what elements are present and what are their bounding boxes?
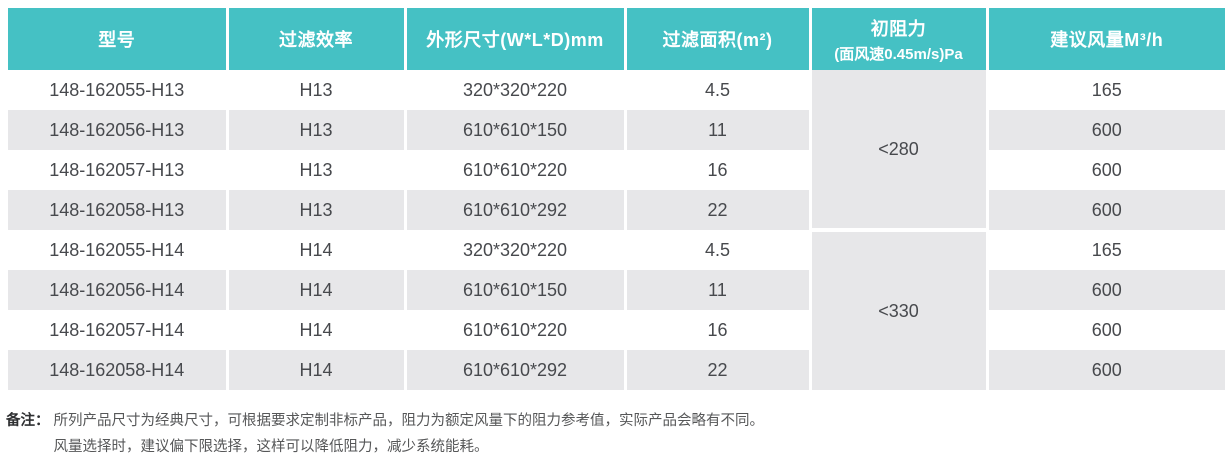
cell-dimensions: 610*610*292: [403, 190, 625, 230]
table-row: 148-162055-H14 H14 320*320*220 4.5 <330 …: [8, 228, 1225, 390]
table-row: 148-162057-H13 H13 610*610*220 16 600: [8, 150, 1225, 190]
cell-area: 22: [623, 350, 810, 390]
cell-area: 4.5: [623, 230, 810, 270]
cell-dimensions: 610*610*150: [403, 110, 625, 150]
table-row: 148-162056-H13 H13 610*610*150 11 600: [8, 110, 1225, 150]
table-row: 148-162056-H14 H14 610*610*150 11 600: [8, 270, 1225, 310]
filter-spec-table: 型号 过滤效率 外形尺寸(W*L*D)mm 过滤面积(m²) 初阻力 (面风速0…: [8, 8, 1225, 390]
cell-airflow: 600: [985, 150, 1225, 190]
cell-dimensions: 610*610*220: [403, 310, 625, 350]
cell-airflow: 165: [985, 70, 1225, 110]
note-line-2: 风量选择时，建议偏下限选择，这样可以降低阻力，减少系统能耗。: [53, 439, 489, 455]
table-row: 148-162057-H14 H14 610*610*220 16 600: [8, 310, 1225, 350]
cell-model: 148-162058-H13: [8, 190, 227, 230]
cell-model: 148-162056-H14: [8, 270, 227, 310]
cell-airflow: 600: [985, 190, 1225, 230]
cell-dimensions: 610*610*292: [403, 350, 625, 390]
col-header-airflow: 建议风量M³/h: [985, 8, 1225, 70]
table-row: 148-162058-H13 H13 610*610*292 22 600: [8, 190, 1225, 230]
cell-dimensions: 320*320*220: [403, 70, 625, 110]
cell-model: 148-162057-H14: [8, 310, 227, 350]
cell-airflow: 600: [985, 310, 1225, 350]
cell-dimensions: 320*320*220: [403, 230, 625, 270]
col-header-efficiency: 过滤效率: [225, 8, 405, 70]
cell-efficiency: H13: [225, 190, 405, 230]
cell-efficiency: H14: [225, 350, 405, 390]
cell-area: 22: [623, 190, 810, 230]
cell-airflow: 600: [985, 270, 1225, 310]
cell-dimensions: 610*610*220: [403, 150, 625, 190]
table-row: 148-162055-H13 H13 320*320*220 4.5 <280 …: [8, 70, 1225, 230]
header-row: 型号 过滤效率 外形尺寸(W*L*D)mm 过滤面积(m²) 初阻力 (面风速0…: [8, 8, 1225, 70]
col-header-resistance-main: 初阻力: [870, 18, 927, 39]
col-header-model: 型号: [8, 8, 227, 70]
cell-efficiency: H14: [225, 270, 405, 310]
note-lines: 所列产品尺寸为经典尺寸，可根据要求定制非标产品，阻力为额定风量下的阻力参考值，实…: [54, 408, 765, 460]
cell-area: 4.5: [623, 70, 810, 110]
cell-model: 148-162057-H13: [8, 150, 227, 190]
cell-efficiency: H14: [225, 310, 405, 350]
cell-efficiency: H13: [225, 110, 405, 150]
cell-resistance-group2: <330: [808, 228, 987, 390]
cell-model: 148-162055-H13: [8, 70, 227, 110]
cell-airflow: 600: [985, 110, 1225, 150]
note-label: 备注：: [6, 413, 50, 429]
cell-efficiency: H13: [225, 70, 405, 110]
cell-resistance-group1: <280: [808, 70, 987, 230]
note-line-1: 所列产品尺寸为经典尺寸，可根据要求定制非标产品，阻力为额定风量下的阻力参考值，实…: [53, 413, 765, 429]
col-header-dimensions: 外形尺寸(W*L*D)mm: [403, 8, 625, 70]
cell-model: 148-162056-H13: [8, 110, 227, 150]
cell-area: 11: [623, 110, 810, 150]
col-header-resistance-sub: (面风速0.45m/s)Pa: [834, 45, 963, 63]
cell-area: 16: [623, 150, 810, 190]
cell-model: 148-162058-H14: [8, 350, 227, 390]
cell-efficiency: H14: [225, 230, 405, 270]
col-header-resistance: 初阻力 (面风速0.45m/s)Pa: [808, 8, 987, 70]
cell-efficiency: H13: [225, 150, 405, 190]
table-row: 148-162058-H14 H14 610*610*292 22 600: [8, 350, 1225, 390]
footer-note: 备注： 所列产品尺寸为经典尺寸，可根据要求定制非标产品，阻力为额定风量下的阻力参…: [6, 408, 764, 460]
cell-airflow: 165: [985, 230, 1225, 270]
col-header-area: 过滤面积(m²): [623, 8, 810, 70]
cell-area: 11: [623, 270, 810, 310]
cell-model: 148-162055-H14: [8, 230, 227, 270]
cell-area: 16: [623, 310, 810, 350]
cell-dimensions: 610*610*150: [403, 270, 625, 310]
cell-airflow: 600: [985, 350, 1225, 390]
